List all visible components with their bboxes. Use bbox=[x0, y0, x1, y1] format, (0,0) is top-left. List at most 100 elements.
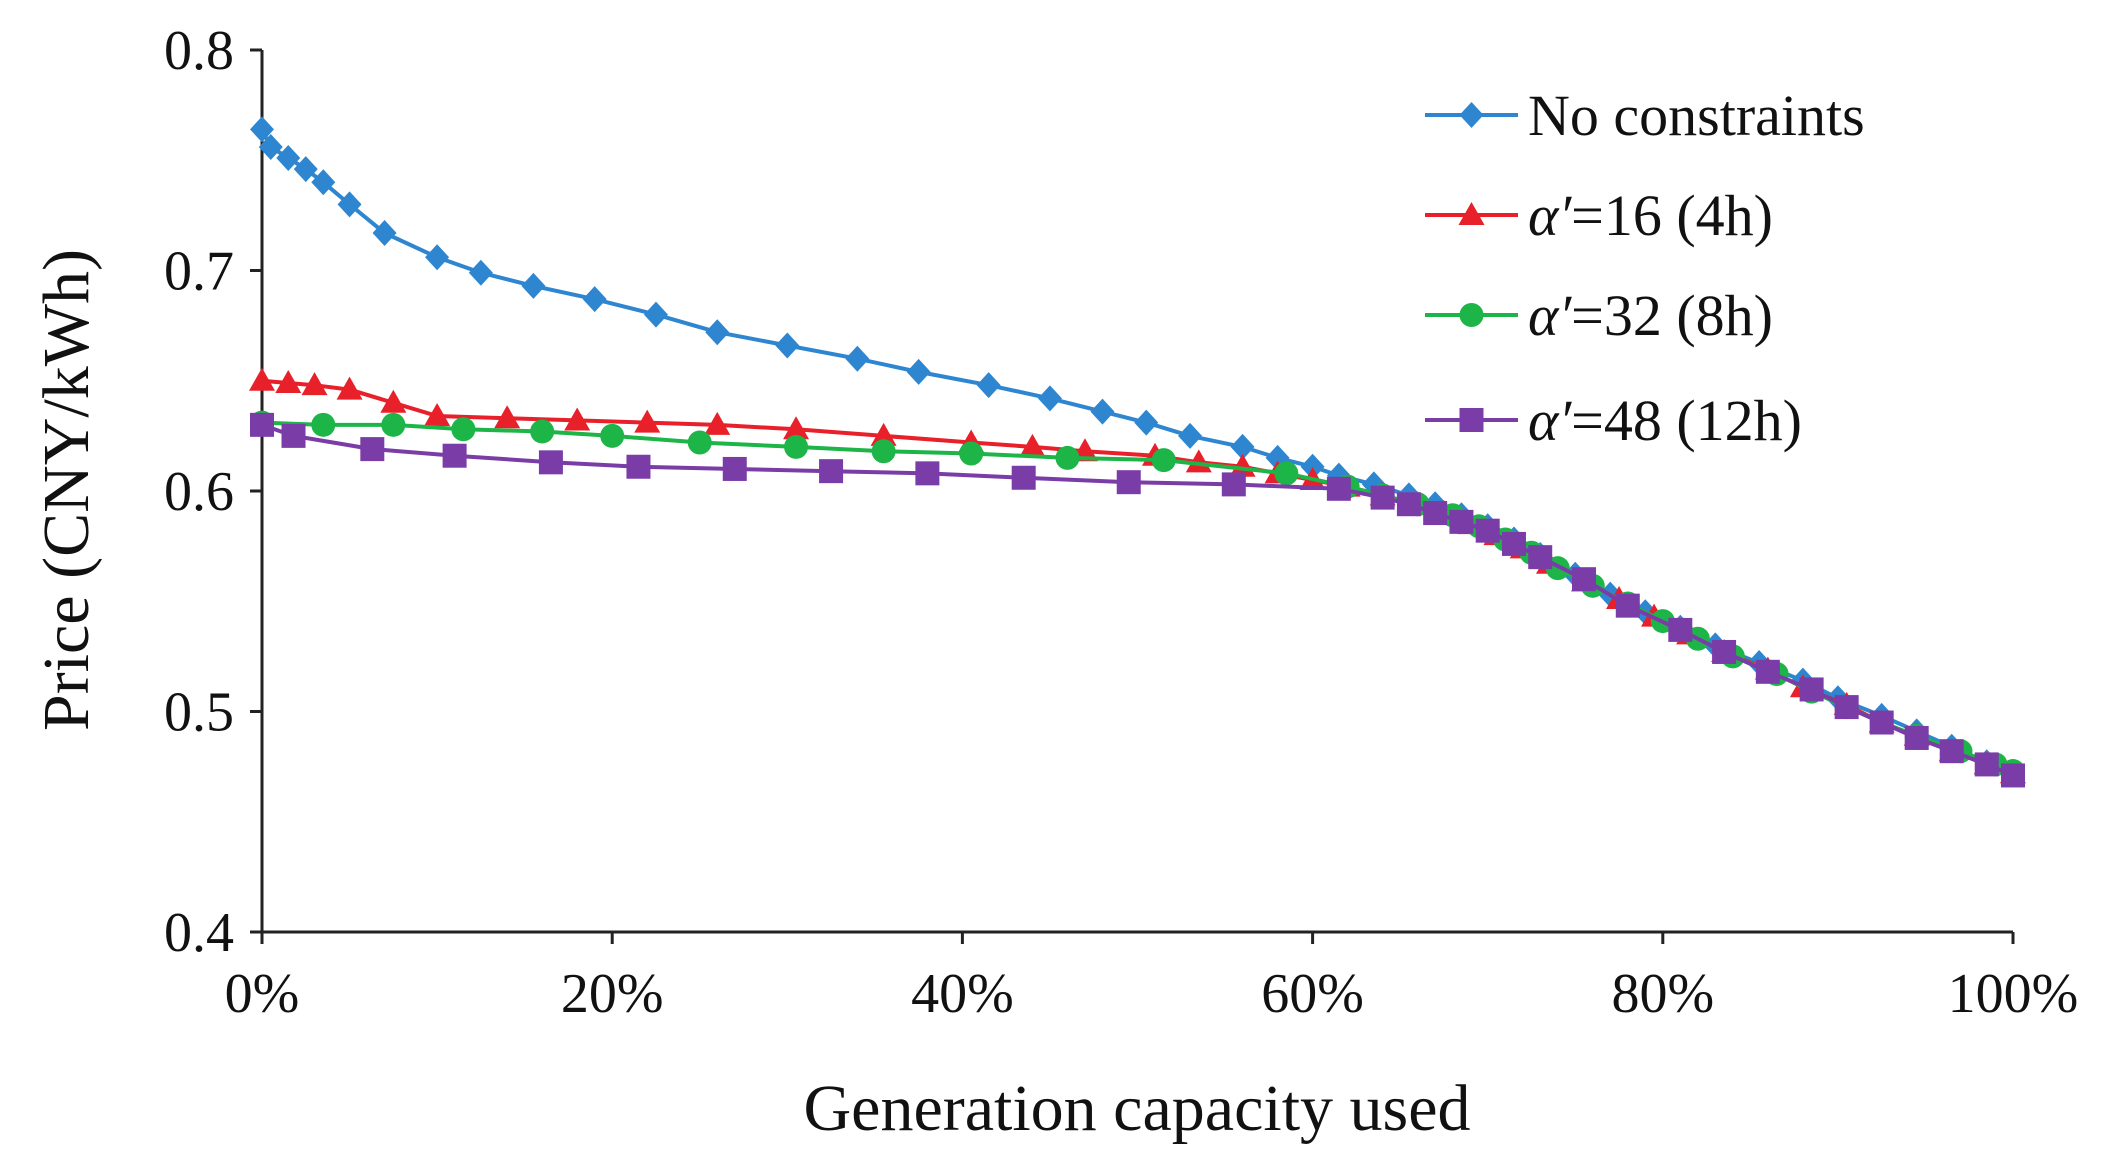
data-point bbox=[643, 301, 668, 328]
data-point bbox=[582, 286, 607, 313]
data-point bbox=[451, 417, 476, 442]
data-point bbox=[819, 459, 844, 484]
x-tick-label: 80% bbox=[1611, 963, 1714, 1025]
data-point bbox=[976, 372, 1001, 399]
data-point bbox=[521, 272, 546, 299]
data-point bbox=[494, 405, 521, 429]
data-point bbox=[281, 423, 306, 448]
data-point bbox=[1396, 492, 1421, 517]
x-ticks: 0% 20% 40% 60% 80% 100% bbox=[225, 932, 2079, 1025]
legend-alpha: α′ bbox=[1528, 183, 1572, 248]
data-point bbox=[1274, 461, 1299, 486]
data-point bbox=[538, 450, 563, 475]
data-point bbox=[871, 439, 896, 464]
data-point bbox=[1037, 385, 1062, 412]
data-point bbox=[959, 441, 984, 466]
legend-label: α′=32 (8h) bbox=[1528, 283, 1773, 348]
data-point bbox=[1869, 710, 1894, 735]
series-layer bbox=[249, 116, 2026, 788]
data-point bbox=[1423, 501, 1448, 526]
legend-item: α′=32 (8h) bbox=[1425, 283, 1773, 348]
data-point bbox=[381, 412, 406, 437]
data-point bbox=[301, 372, 328, 396]
y-tick-label: 0.4 bbox=[164, 902, 234, 964]
data-point bbox=[1055, 445, 1080, 470]
data-point bbox=[1178, 422, 1203, 449]
legend-label: α′=16 (4h) bbox=[1528, 183, 1773, 248]
data-point bbox=[1904, 725, 1929, 750]
data-point bbox=[1326, 476, 1351, 501]
legend-alpha: α′ bbox=[1528, 388, 1572, 453]
data-point bbox=[250, 116, 274, 143]
data-point bbox=[424, 403, 451, 427]
data-point bbox=[1755, 659, 1780, 684]
data-point bbox=[1019, 433, 1046, 457]
data-point bbox=[1300, 453, 1325, 480]
data-point bbox=[1090, 398, 1115, 425]
x-tick-label: 40% bbox=[911, 963, 1014, 1025]
data-point bbox=[1528, 545, 1553, 570]
data-point bbox=[870, 422, 897, 446]
y-ticks: 0.4 0.5 0.6 0.7 0.8 bbox=[164, 20, 262, 964]
data-point bbox=[311, 412, 336, 437]
data-point bbox=[425, 244, 450, 271]
data-point bbox=[360, 437, 385, 462]
x-tick-label: 60% bbox=[1261, 963, 1364, 1025]
data-point bbox=[276, 145, 301, 172]
data-point bbox=[687, 430, 712, 455]
data-point bbox=[1230, 433, 1255, 460]
legend-value: =48 (12h) bbox=[1571, 388, 1802, 453]
data-point bbox=[1134, 409, 1159, 436]
data-point bbox=[1221, 472, 1246, 497]
data-point bbox=[530, 419, 555, 444]
y-tick-label: 0.5 bbox=[164, 682, 234, 744]
x-axis-title: Generation capacity used bbox=[803, 1072, 1470, 1145]
x-tick-label: 0% bbox=[225, 963, 300, 1025]
legend-marker bbox=[1458, 202, 1485, 225]
legend-marker bbox=[1459, 303, 1484, 327]
series-square bbox=[250, 412, 2025, 788]
data-point bbox=[1668, 617, 1693, 642]
series-circle bbox=[250, 410, 2025, 784]
data-point bbox=[626, 454, 651, 479]
data-point bbox=[249, 367, 275, 391]
data-point bbox=[775, 332, 800, 359]
data-point bbox=[258, 134, 283, 161]
data-point bbox=[722, 456, 747, 481]
data-point bbox=[1712, 639, 1737, 664]
data-point bbox=[250, 412, 274, 437]
data-point bbox=[372, 220, 397, 247]
data-point bbox=[336, 376, 363, 400]
x-tick-label: 20% bbox=[561, 963, 664, 1025]
legend-item: α′=16 (4h) bbox=[1425, 183, 1773, 248]
data-point bbox=[1615, 593, 1640, 618]
x-tick-label: 100% bbox=[1948, 963, 2079, 1025]
data-point bbox=[442, 443, 467, 468]
y-tick-label: 0.7 bbox=[164, 241, 234, 303]
data-point bbox=[784, 434, 809, 459]
data-point bbox=[275, 369, 302, 393]
data-point bbox=[1501, 531, 1526, 556]
y-tick-label: 0.6 bbox=[164, 461, 234, 523]
data-point bbox=[1834, 695, 1859, 720]
legend-value: =32 (8h) bbox=[1571, 283, 1773, 348]
legend-alpha: α′ bbox=[1528, 283, 1572, 348]
data-point bbox=[380, 389, 407, 413]
data-point bbox=[600, 423, 625, 448]
legend-label: No constraints bbox=[1528, 83, 1865, 148]
data-point bbox=[704, 411, 731, 435]
data-point bbox=[906, 358, 931, 385]
legend-value: =16 (4h) bbox=[1571, 183, 1773, 248]
data-point bbox=[1011, 465, 1036, 490]
data-point bbox=[468, 259, 493, 286]
data-point bbox=[1939, 739, 1964, 764]
legend-label: α′=48 (12h) bbox=[1528, 388, 1802, 453]
data-point bbox=[1151, 448, 1176, 473]
data-point bbox=[1449, 509, 1474, 534]
legend-item: α′=48 (12h) bbox=[1425, 388, 1802, 453]
data-point bbox=[1572, 567, 1597, 592]
data-point bbox=[1370, 485, 1395, 510]
data-point bbox=[293, 156, 318, 183]
